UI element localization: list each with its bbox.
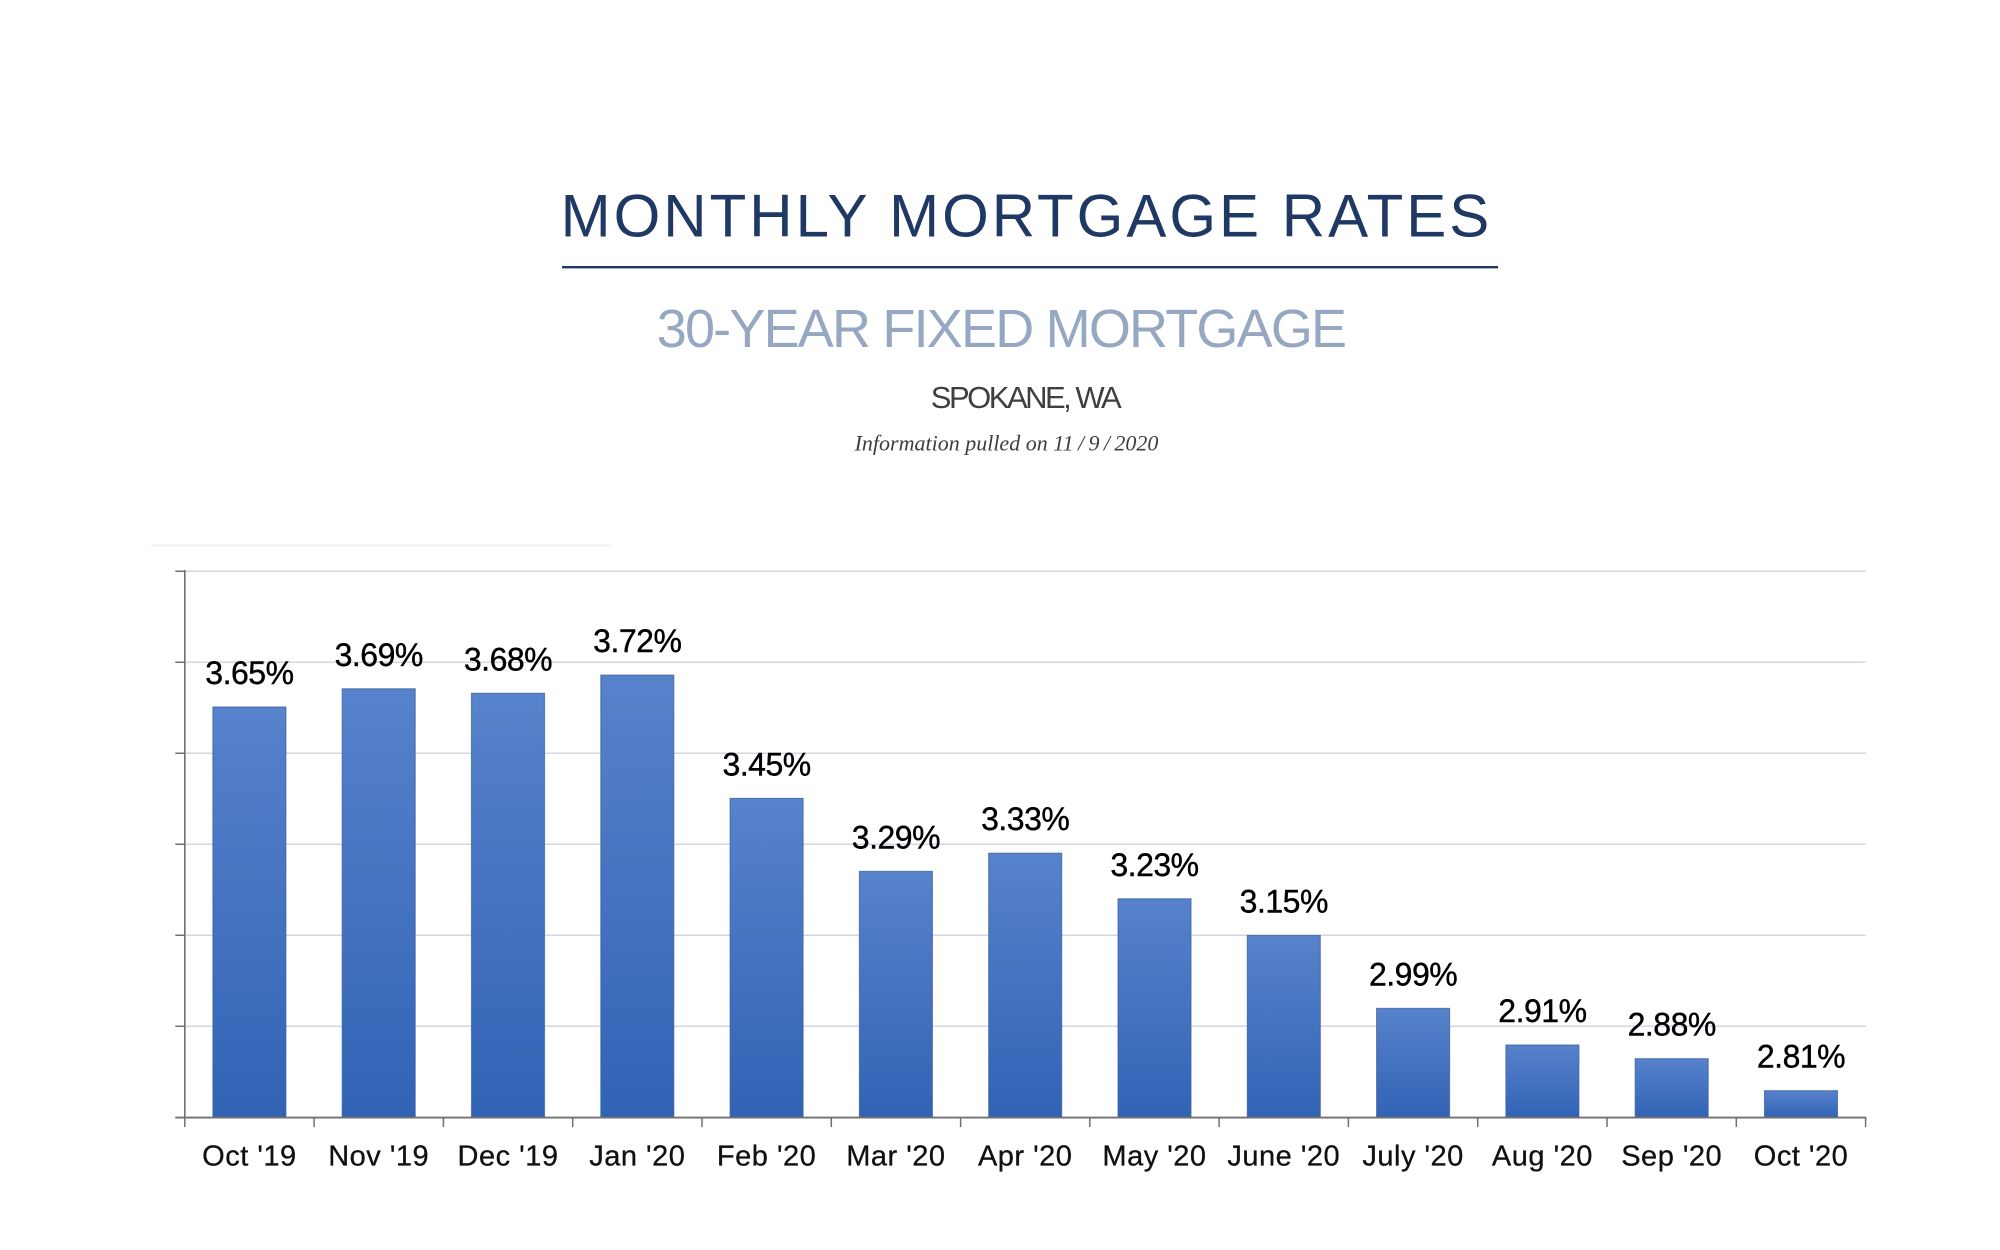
svg-text:July '20: July '20 [1362, 1141, 1463, 1173]
svg-text:MONTHLY MORTGAGE RATES: MONTHLY MORTGAGE RATES [561, 183, 1493, 250]
svg-text:3.29%: 3.29% [852, 819, 940, 855]
svg-text:3.45%: 3.45% [722, 746, 810, 782]
svg-text:Sep '20: Sep '20 [1621, 1141, 1722, 1173]
svg-text:3.68%: 3.68% [464, 641, 552, 677]
svg-text:2.99%: 2.99% [1369, 956, 1457, 992]
svg-text:2.91%: 2.91% [1498, 993, 1586, 1029]
svg-text:June '20: June '20 [1227, 1141, 1340, 1173]
svg-text:30-YEAR FIXED MORTGAGE: 30-YEAR FIXED MORTGAGE [657, 299, 1346, 359]
svg-text:Dec '19: Dec '19 [458, 1141, 559, 1173]
svg-text:Nov '19: Nov '19 [328, 1141, 429, 1173]
svg-text:Feb '20: Feb '20 [717, 1141, 816, 1173]
svg-text:May '20: May '20 [1102, 1141, 1206, 1173]
svg-text:3.69%: 3.69% [335, 637, 423, 673]
svg-text:3.33%: 3.33% [981, 801, 1069, 837]
svg-text:3.23%: 3.23% [1110, 847, 1198, 883]
svg-text:Mar '20: Mar '20 [846, 1141, 945, 1173]
svg-text:2.88%: 2.88% [1628, 1007, 1716, 1043]
svg-text:3.15%: 3.15% [1240, 883, 1328, 919]
svg-text:Jan '20: Jan '20 [589, 1141, 685, 1173]
svg-text:Apr '20: Apr '20 [978, 1141, 1072, 1173]
svg-text:SPOKANE, WA: SPOKANE, WA [931, 380, 1122, 415]
svg-text:Oct '20: Oct '20 [1754, 1141, 1848, 1173]
svg-text:2.81%: 2.81% [1757, 1039, 1845, 1075]
svg-text:Information pulled on 11 / 9 /: Information pulled on 11 / 9 / 2020 [854, 431, 1159, 456]
svg-text:Aug '20: Aug '20 [1492, 1141, 1593, 1173]
svg-text:Oct '19: Oct '19 [202, 1141, 296, 1173]
svg-text:3.65%: 3.65% [205, 655, 293, 691]
svg-text:3.72%: 3.72% [593, 623, 681, 659]
